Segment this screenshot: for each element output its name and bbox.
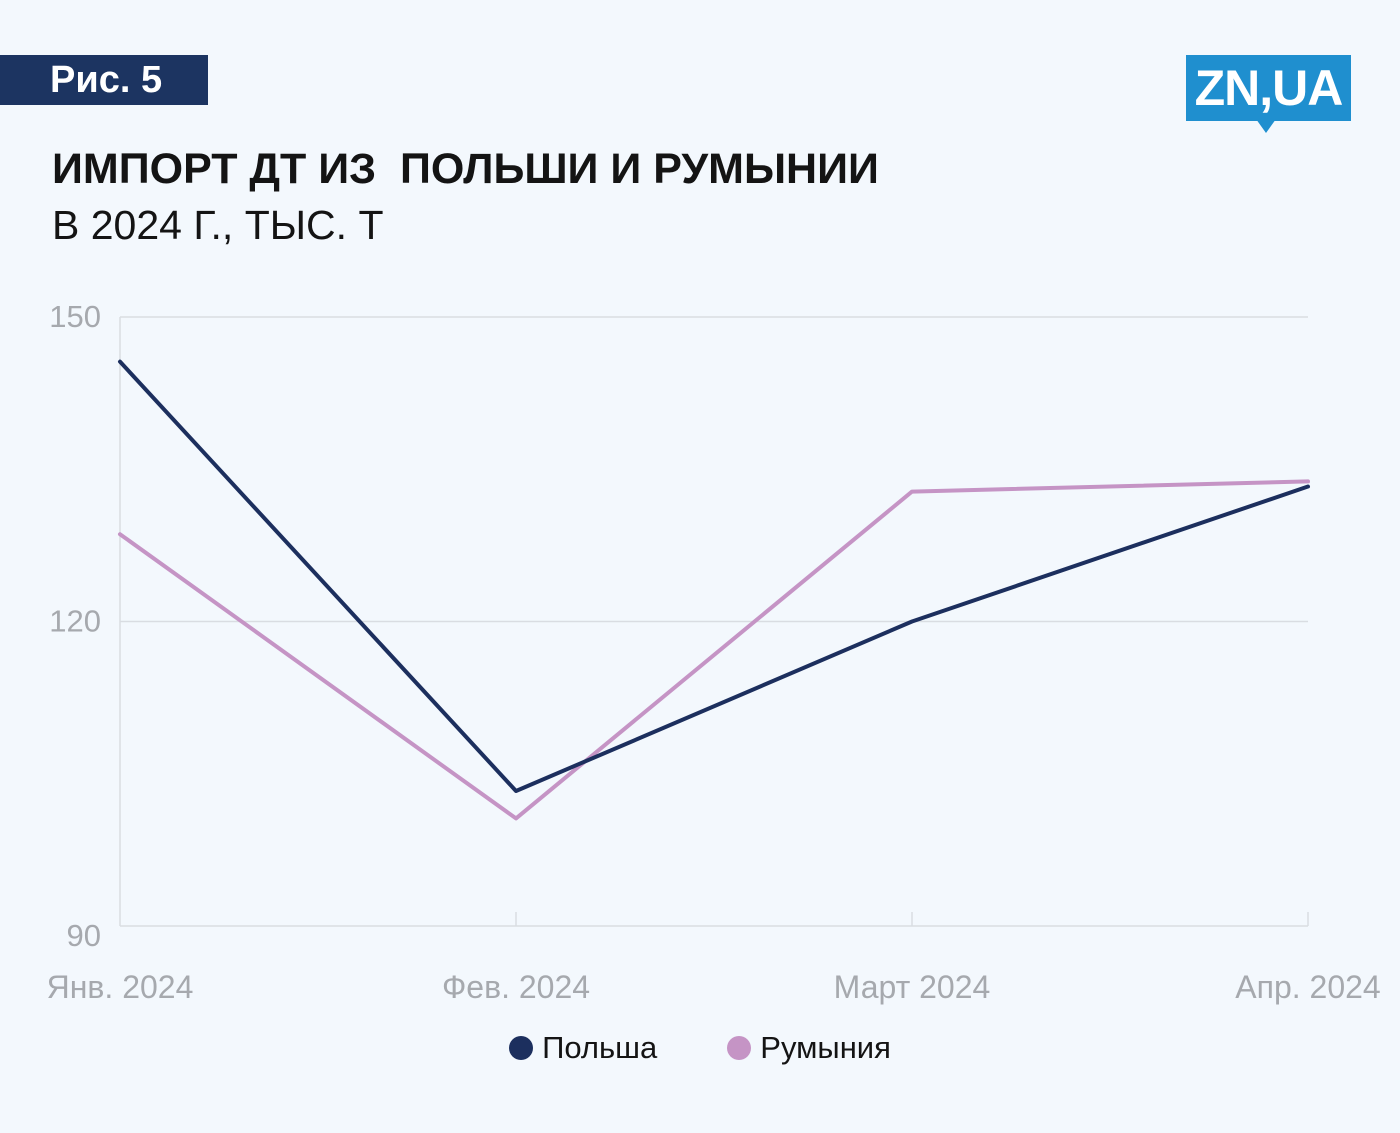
chart-subtitle: В 2024 Г., ТЫС. Т (52, 202, 384, 248)
y-tick-label-90: 90 (67, 918, 101, 953)
series-line-romania (118, 479, 1310, 821)
y-tick-label-150: 150 (49, 299, 101, 334)
legend-item-poland: Польша (509, 1030, 657, 1066)
logo-text: ZN,UA (1186, 55, 1351, 121)
chart-title: ИМПОРТ ДТ ИЗ ПОЛЬШИ И РУМЫНИИ (52, 145, 879, 193)
figure-badge: Рис. 5 (0, 55, 208, 105)
logo-speech-tail (1256, 119, 1276, 133)
x-tick-label-2: Март 2024 (834, 969, 991, 1005)
y-tick-label-120: 120 (49, 604, 101, 639)
logo: ZN,UA (1186, 55, 1351, 133)
legend-swatch-poland (509, 1036, 534, 1060)
legend: Польша Румыния (0, 1030, 1400, 1066)
legend-item-romania: Румыния (727, 1030, 891, 1066)
x-tick-label-0: Янв. 2024 (47, 969, 194, 1005)
legend-label-romania: Румыния (760, 1030, 891, 1065)
x-tick-label-3: Апр. 2024 (1235, 969, 1380, 1005)
x-tick-label-1: Фев. 2024 (442, 969, 590, 1005)
legend-label-poland: Польша (542, 1030, 658, 1065)
series-line-poland (118, 359, 1310, 794)
legend-swatch-romania (727, 1036, 752, 1060)
